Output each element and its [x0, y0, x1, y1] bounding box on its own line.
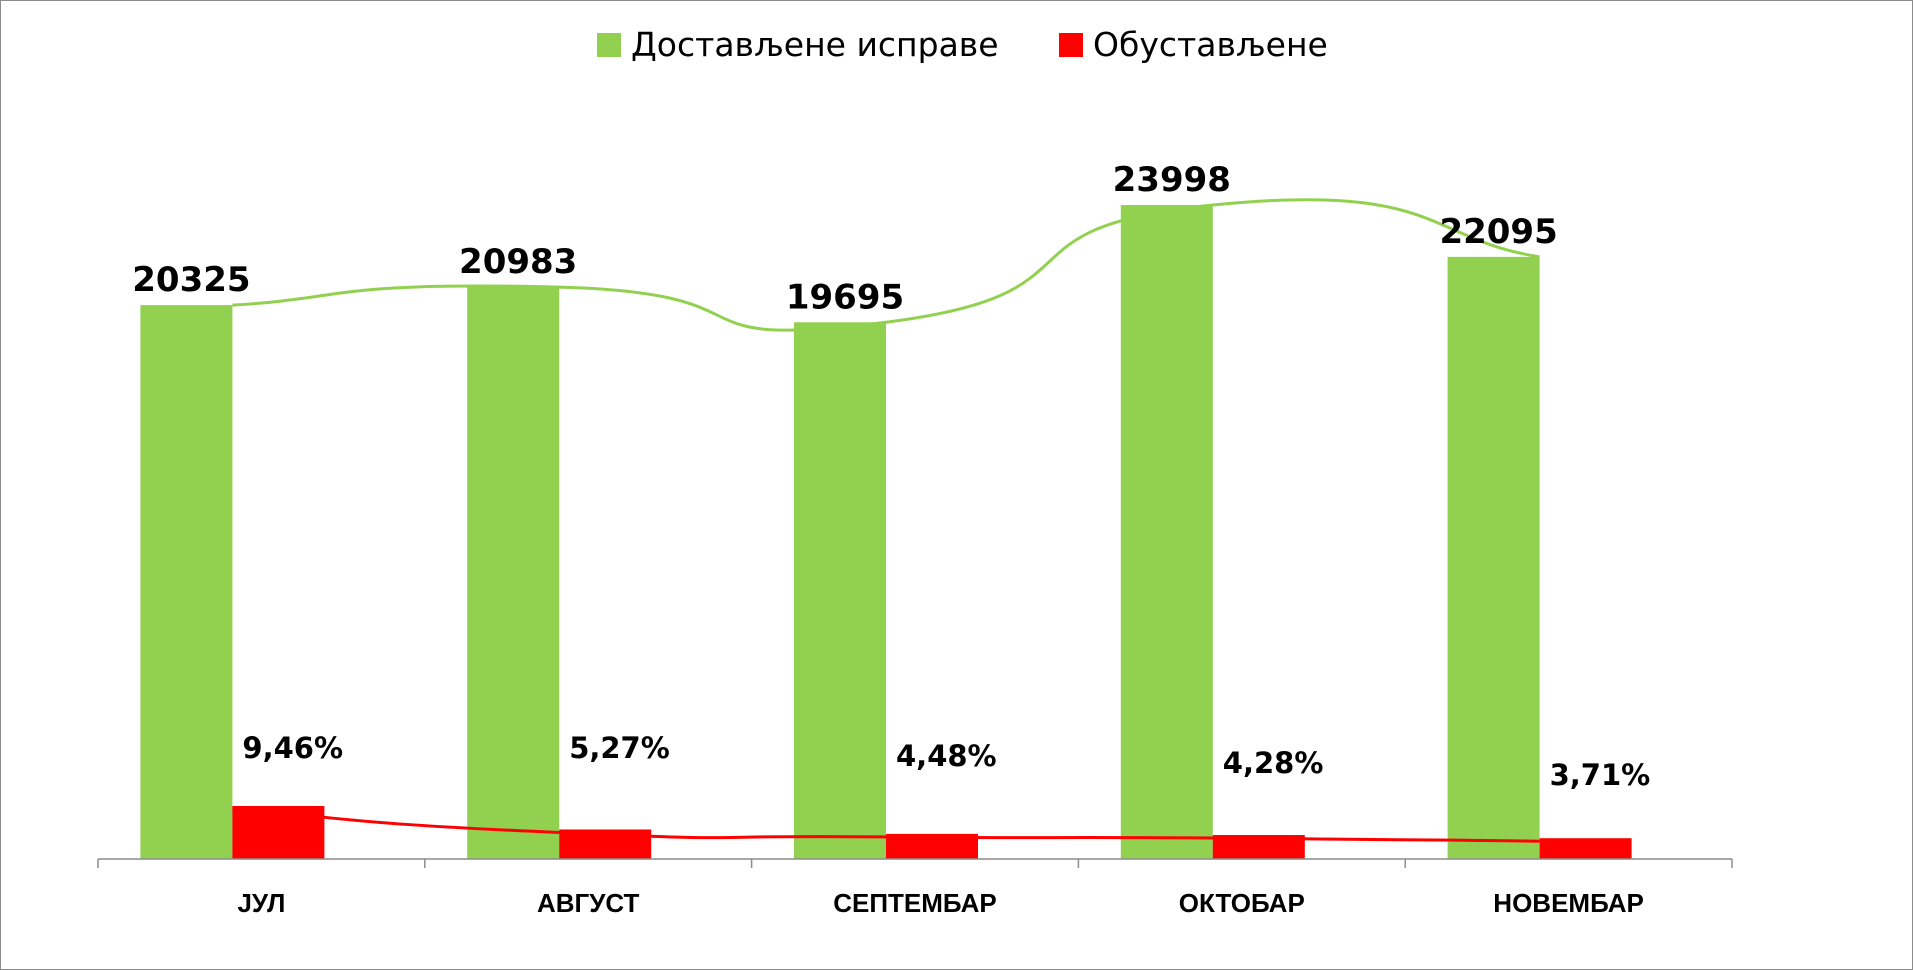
bar-delivered-1 — [467, 287, 560, 859]
data-label-suspended-4: 3,71% — [1550, 758, 1651, 792]
legend-swatch-delivered — [597, 33, 621, 57]
legend-label-suspended: Обустављене — [1093, 25, 1328, 64]
data-label-suspended-1: 5,27% — [569, 731, 670, 765]
series-delivered — [140, 205, 1540, 860]
bar-delivered-2 — [794, 322, 886, 860]
data-label-delivered-1: 20983 — [459, 242, 577, 282]
data-label-delivered-2: 19695 — [786, 277, 904, 317]
value-labels-suspended: 9,46% 5,27% 4,48% 4,28% 3,71% — [242, 731, 1650, 792]
data-label-delivered-3: 23998 — [1113, 160, 1231, 200]
category-labels: ЈУЛ АВГУСТ СЕПТЕМБАР ОКТОБАР НОВЕМБАР — [237, 888, 1643, 918]
category-label-1: АВГУСТ — [537, 888, 640, 918]
legend: Достављене исправе Обустављене — [597, 25, 1328, 64]
trend-line-delivered — [232, 198, 1540, 332]
data-label-delivered-0: 20325 — [132, 260, 250, 300]
legend-label-delivered: Достављене исправе — [631, 25, 999, 64]
bar-delivered-4 — [1447, 256, 1540, 859]
data-label-suspended-2: 4,48% — [896, 739, 997, 773]
bar-delivered-3 — [1120, 205, 1213, 859]
data-label-suspended-3: 4,28% — [1223, 746, 1324, 780]
series-suspended — [232, 806, 1632, 859]
category-label-0: ЈУЛ — [237, 888, 285, 918]
trend-line-suspended — [232, 807, 1540, 843]
value-labels-delivered: 20325 20983 19695 23998 22095 — [132, 160, 1557, 317]
x-axis — [97, 858, 1733, 868]
category-label-4: НОВЕМБАР — [1493, 888, 1644, 918]
data-label-suspended-0: 9,46% — [242, 731, 343, 765]
category-label-3: ОКТОБАР — [1179, 888, 1305, 918]
data-label-delivered-4: 22095 — [1439, 212, 1557, 252]
bar-suspended-4 — [1539, 838, 1632, 859]
bar-delivered-0 — [140, 305, 233, 859]
legend-swatch-suspended — [1059, 33, 1083, 57]
category-label-2: СЕПТЕМБАР — [833, 888, 997, 918]
bar-suspended-3 — [1212, 835, 1305, 859]
